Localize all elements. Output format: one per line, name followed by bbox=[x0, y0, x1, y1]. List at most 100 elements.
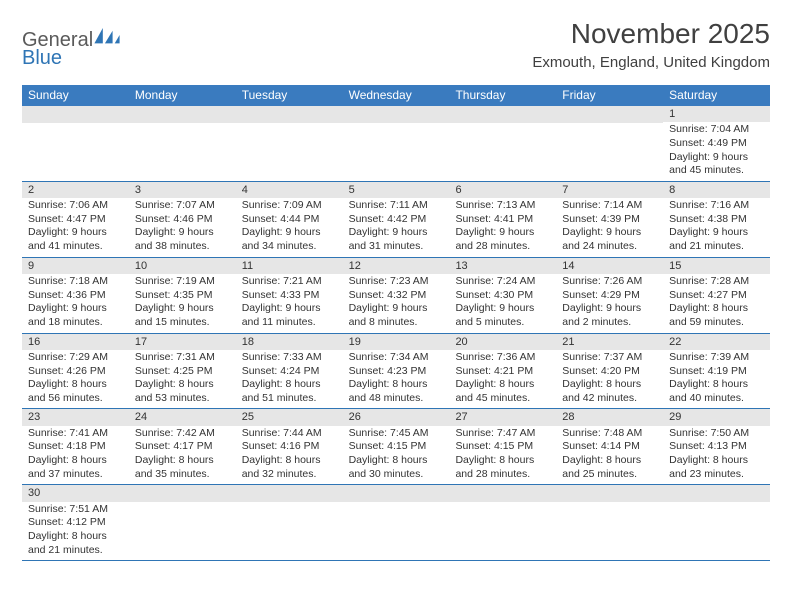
weekday-header: Friday bbox=[556, 85, 663, 106]
daylight-text: and 23 minutes. bbox=[669, 468, 764, 482]
daylight-text: and 15 minutes. bbox=[135, 316, 230, 330]
sunrise-text: Sunrise: 7:28 AM bbox=[669, 275, 764, 289]
day-cell: 23Sunrise: 7:41 AMSunset: 4:18 PMDayligh… bbox=[22, 409, 129, 484]
day-cell bbox=[556, 106, 663, 181]
daylight-text: and 24 minutes. bbox=[562, 240, 657, 254]
weekday-header-row: SundayMondayTuesdayWednesdayThursdayFrid… bbox=[22, 85, 770, 106]
daylight-text: Daylight: 9 hours bbox=[349, 302, 444, 316]
day-cell bbox=[556, 485, 663, 560]
day-number: 11 bbox=[236, 258, 343, 274]
daylight-text: Daylight: 9 hours bbox=[242, 302, 337, 316]
sunset-text: Sunset: 4:25 PM bbox=[135, 365, 230, 379]
day-details: Sunrise: 7:47 AMSunset: 4:15 PMDaylight:… bbox=[449, 426, 556, 485]
daylight-text: and 45 minutes. bbox=[455, 392, 550, 406]
day-details: Sunrise: 7:06 AMSunset: 4:47 PMDaylight:… bbox=[22, 198, 129, 257]
sunset-text: Sunset: 4:30 PM bbox=[455, 289, 550, 303]
day-cell: 12Sunrise: 7:23 AMSunset: 4:32 PMDayligh… bbox=[343, 258, 450, 333]
day-cell bbox=[236, 485, 343, 560]
sunset-text: Sunset: 4:15 PM bbox=[455, 440, 550, 454]
day-number: 8 bbox=[663, 182, 770, 198]
day-details: Sunrise: 7:34 AMSunset: 4:23 PMDaylight:… bbox=[343, 350, 450, 409]
day-cell: 29Sunrise: 7:50 AMSunset: 4:13 PMDayligh… bbox=[663, 409, 770, 484]
daylight-text: Daylight: 9 hours bbox=[455, 226, 550, 240]
sunset-text: Sunset: 4:20 PM bbox=[562, 365, 657, 379]
logo-text: GeneralBlue bbox=[22, 24, 121, 67]
daylight-text: Daylight: 8 hours bbox=[669, 454, 764, 468]
week-row: 23Sunrise: 7:41 AMSunset: 4:18 PMDayligh… bbox=[22, 409, 770, 485]
sunrise-text: Sunrise: 7:13 AM bbox=[455, 199, 550, 213]
day-details: Sunrise: 7:28 AMSunset: 4:27 PMDaylight:… bbox=[663, 274, 770, 333]
weekday-header: Tuesday bbox=[236, 85, 343, 106]
daylight-text: Daylight: 8 hours bbox=[28, 454, 123, 468]
logo-text-blue: Blue bbox=[22, 47, 62, 69]
daylight-text: and 30 minutes. bbox=[349, 468, 444, 482]
sunrise-text: Sunrise: 7:50 AM bbox=[669, 427, 764, 441]
daylight-text: Daylight: 9 hours bbox=[669, 226, 764, 240]
day-details: Sunrise: 7:31 AMSunset: 4:25 PMDaylight:… bbox=[129, 350, 236, 409]
day-details: Sunrise: 7:07 AMSunset: 4:46 PMDaylight:… bbox=[129, 198, 236, 257]
day-details: Sunrise: 7:41 AMSunset: 4:18 PMDaylight:… bbox=[22, 426, 129, 485]
daylight-text: Daylight: 8 hours bbox=[455, 454, 550, 468]
weekday-header: Wednesday bbox=[343, 85, 450, 106]
sunrise-text: Sunrise: 7:06 AM bbox=[28, 199, 123, 213]
daylight-text: and 34 minutes. bbox=[242, 240, 337, 254]
weekday-header: Monday bbox=[129, 85, 236, 106]
sunrise-text: Sunrise: 7:44 AM bbox=[242, 427, 337, 441]
day-details: Sunrise: 7:50 AMSunset: 4:13 PMDaylight:… bbox=[663, 426, 770, 485]
sunset-text: Sunset: 4:13 PM bbox=[669, 440, 764, 454]
day-details: Sunrise: 7:04 AMSunset: 4:49 PMDaylight:… bbox=[663, 122, 770, 181]
empty-day-band bbox=[663, 485, 770, 502]
day-cell: 16Sunrise: 7:29 AMSunset: 4:26 PMDayligh… bbox=[22, 334, 129, 409]
day-cell bbox=[129, 485, 236, 560]
sunset-text: Sunset: 4:46 PM bbox=[135, 213, 230, 227]
sunset-text: Sunset: 4:23 PM bbox=[349, 365, 444, 379]
day-cell: 8Sunrise: 7:16 AMSunset: 4:38 PMDaylight… bbox=[663, 182, 770, 257]
daylight-text: and 5 minutes. bbox=[455, 316, 550, 330]
day-number: 4 bbox=[236, 182, 343, 198]
daylight-text: Daylight: 8 hours bbox=[349, 454, 444, 468]
week-row: 9Sunrise: 7:18 AMSunset: 4:36 PMDaylight… bbox=[22, 258, 770, 334]
day-cell: 28Sunrise: 7:48 AMSunset: 4:14 PMDayligh… bbox=[556, 409, 663, 484]
daylight-text: Daylight: 9 hours bbox=[562, 302, 657, 316]
day-cell: 21Sunrise: 7:37 AMSunset: 4:20 PMDayligh… bbox=[556, 334, 663, 409]
day-number: 13 bbox=[449, 258, 556, 274]
day-cell: 2Sunrise: 7:06 AMSunset: 4:47 PMDaylight… bbox=[22, 182, 129, 257]
day-number: 30 bbox=[22, 485, 129, 501]
calendar: SundayMondayTuesdayWednesdayThursdayFrid… bbox=[22, 85, 770, 561]
day-cell bbox=[449, 106, 556, 181]
day-number: 19 bbox=[343, 334, 450, 350]
day-number: 3 bbox=[129, 182, 236, 198]
day-cell: 18Sunrise: 7:33 AMSunset: 4:24 PMDayligh… bbox=[236, 334, 343, 409]
sunset-text: Sunset: 4:12 PM bbox=[28, 516, 123, 530]
day-number: 9 bbox=[22, 258, 129, 274]
day-number: 21 bbox=[556, 334, 663, 350]
daylight-text: and 42 minutes. bbox=[562, 392, 657, 406]
daylight-text: and 2 minutes. bbox=[562, 316, 657, 330]
sunset-text: Sunset: 4:27 PM bbox=[669, 289, 764, 303]
day-details: Sunrise: 7:23 AMSunset: 4:32 PMDaylight:… bbox=[343, 274, 450, 333]
sunset-text: Sunset: 4:24 PM bbox=[242, 365, 337, 379]
day-number: 29 bbox=[663, 409, 770, 425]
day-number: 27 bbox=[449, 409, 556, 425]
sunrise-text: Sunrise: 7:29 AM bbox=[28, 351, 123, 365]
daylight-text: Daylight: 8 hours bbox=[242, 378, 337, 392]
day-cell: 26Sunrise: 7:45 AMSunset: 4:15 PMDayligh… bbox=[343, 409, 450, 484]
daylight-text: Daylight: 8 hours bbox=[669, 302, 764, 316]
sunrise-text: Sunrise: 7:19 AM bbox=[135, 275, 230, 289]
day-cell: 4Sunrise: 7:09 AMSunset: 4:44 PMDaylight… bbox=[236, 182, 343, 257]
sunrise-text: Sunrise: 7:16 AM bbox=[669, 199, 764, 213]
weekday-header: Saturday bbox=[663, 85, 770, 106]
day-details: Sunrise: 7:14 AMSunset: 4:39 PMDaylight:… bbox=[556, 198, 663, 257]
daylight-text: Daylight: 9 hours bbox=[455, 302, 550, 316]
empty-day-band bbox=[343, 106, 450, 123]
daylight-text: and 8 minutes. bbox=[349, 316, 444, 330]
day-cell: 13Sunrise: 7:24 AMSunset: 4:30 PMDayligh… bbox=[449, 258, 556, 333]
daylight-text: Daylight: 8 hours bbox=[242, 454, 337, 468]
sunset-text: Sunset: 4:17 PM bbox=[135, 440, 230, 454]
day-details: Sunrise: 7:29 AMSunset: 4:26 PMDaylight:… bbox=[22, 350, 129, 409]
daylight-text: Daylight: 9 hours bbox=[242, 226, 337, 240]
daylight-text: and 53 minutes. bbox=[135, 392, 230, 406]
daylight-text: and 21 minutes. bbox=[669, 240, 764, 254]
daylight-text: and 40 minutes. bbox=[669, 392, 764, 406]
sunrise-text: Sunrise: 7:04 AM bbox=[669, 123, 764, 137]
